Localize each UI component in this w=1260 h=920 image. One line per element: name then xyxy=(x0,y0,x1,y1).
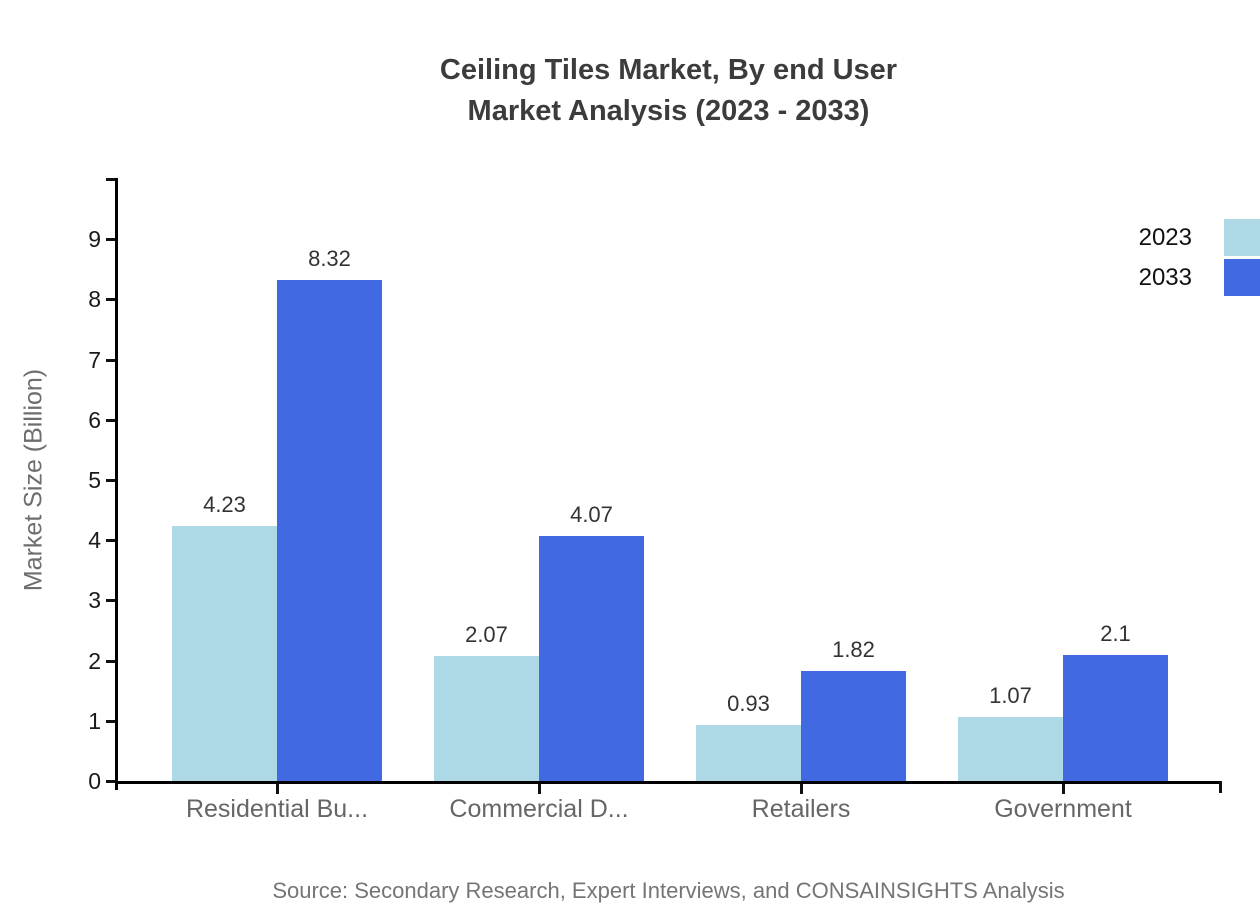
chart-title-line2: Market Analysis (2023 - 2033) xyxy=(467,95,870,127)
bar-value-label: 4.07 xyxy=(570,502,613,527)
x-tick xyxy=(538,784,541,794)
y-tick xyxy=(106,599,115,603)
y-tick-label: 4 xyxy=(88,527,101,554)
bar-2033-2[interactable] xyxy=(801,671,906,781)
category-label-retailers: Retailers xyxy=(751,795,851,823)
category-label-government: Government xyxy=(994,795,1132,823)
legend-label: 2023 xyxy=(1138,223,1192,251)
legend-swatch-icon xyxy=(1224,259,1260,296)
y-tick xyxy=(106,659,115,663)
y-tick-label: 2 xyxy=(88,647,101,674)
y-tick xyxy=(106,719,115,723)
x-axis-line xyxy=(115,781,1222,784)
chart-title: Ceiling Tiles Market, By end User Market… xyxy=(115,50,1222,132)
source-note: Source: Secondary Research, Expert Inter… xyxy=(272,878,1065,903)
category-label-commercial-d-: Commercial D... xyxy=(449,795,629,823)
y-tick xyxy=(106,479,115,482)
bar-value-label: 4.23 xyxy=(203,492,246,518)
bar-value-label: 1.07 xyxy=(989,682,1032,708)
y-tick xyxy=(106,238,115,242)
bar-value-label: 2.1 xyxy=(1100,620,1131,646)
bar-2033-1[interactable] xyxy=(539,536,644,781)
y-axis-top-tick xyxy=(106,178,115,181)
y-tick-label: 0 xyxy=(88,768,101,794)
bar-2023-1[interactable] xyxy=(434,656,539,781)
legend-item-2023[interactable]: 2023 xyxy=(1139,219,1260,256)
x-axis-end-tick xyxy=(1219,781,1222,793)
bar-value-label: 0.93 xyxy=(727,691,770,716)
x-tick xyxy=(276,784,279,794)
y-tick xyxy=(106,539,115,543)
bar-2023-2[interactable] xyxy=(696,725,801,781)
chart-title-line1: Ceiling Tiles Market, By end User xyxy=(439,54,898,86)
y-tick xyxy=(106,358,115,362)
plot-area: 4.23 2.07 0.93 1.07 8.32 4.07 1.82 2.1 xyxy=(106,178,1222,794)
y-tick xyxy=(106,418,115,422)
y-tick-label: 5 xyxy=(88,467,101,493)
legend-swatch-icon xyxy=(1224,219,1260,256)
y-tick-label: 7 xyxy=(88,346,101,373)
legend: 2023 2033 xyxy=(1139,219,1260,299)
bar-2033-3[interactable] xyxy=(1063,654,1168,781)
x-tick xyxy=(1062,784,1065,794)
bar-value-label: 8.32 xyxy=(308,246,351,272)
bar-2023-0[interactable] xyxy=(172,526,277,781)
bar-2023-3[interactable] xyxy=(958,716,1063,781)
y-tick xyxy=(106,780,115,783)
y-tick-label: 1 xyxy=(88,707,101,734)
y-tick-label: 3 xyxy=(88,587,101,614)
y-tick xyxy=(106,298,115,302)
bar-value-label: 2.07 xyxy=(465,622,508,648)
y-tick-label: 8 xyxy=(88,286,101,313)
y-axis-line xyxy=(115,178,118,790)
bar-2033-0[interactable] xyxy=(277,280,382,781)
y-tick-label: 6 xyxy=(88,406,101,433)
legend-item-2033[interactable]: 2033 xyxy=(1139,259,1260,296)
y-tick-label: 9 xyxy=(88,226,101,253)
legend-label: 2033 xyxy=(1138,263,1192,291)
bar-value-label: 1.82 xyxy=(832,637,875,663)
category-label-residential-bu-: Residential Bu... xyxy=(185,795,369,823)
x-tick xyxy=(800,784,803,794)
